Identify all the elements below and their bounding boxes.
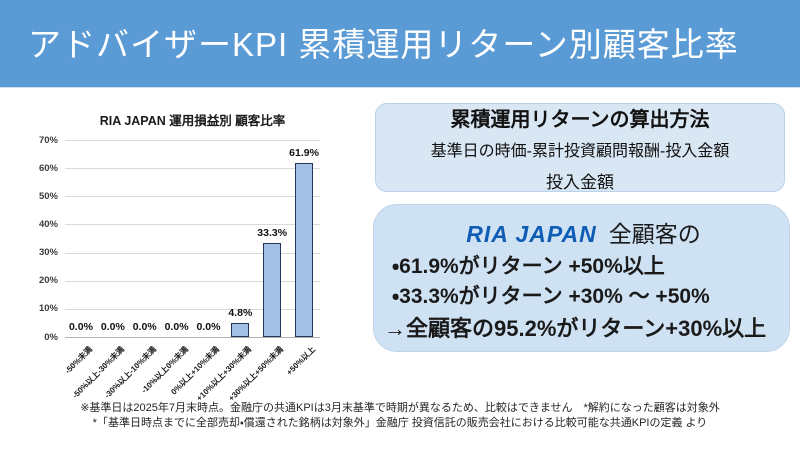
gridline-30 <box>65 252 320 254</box>
bar-value-label: 33.3% <box>257 227 288 240</box>
gridline-60 <box>65 168 320 170</box>
gridline-0 <box>65 337 320 338</box>
brand-suffix: 全顧客の <box>608 221 701 247</box>
bar-value-label: 0.0% <box>196 321 221 333</box>
footnote-line-1: ※基準日は2025年7月末時点。金融庁の共通KPIは3月末基準で時期が異なるため… <box>80 402 720 414</box>
bar-+30%以上+50%未満 <box>263 243 282 337</box>
bar-value-label: 0.0% <box>100 321 125 333</box>
y-tick-label: 10% <box>38 303 58 315</box>
formula-denominator: 投入金額 <box>546 172 614 192</box>
bar-value-label: 0.0% <box>164 321 189 333</box>
y-tick-label: 0% <box>44 331 58 343</box>
slide-header: アドバイザーKPI 累積運用リターン別顧客比率 <box>0 0 800 88</box>
formula-numerator: 基準日の時価-累計投資顧問報酬-投入金額 <box>430 142 730 160</box>
gridline-10 <box>65 308 320 310</box>
gridline-70 <box>65 140 320 141</box>
bar-+10%以上+30%未満 <box>231 323 250 337</box>
bar-+50%以上 <box>295 162 314 337</box>
gridline-50 <box>65 196 320 198</box>
y-tick-label: 60% <box>38 162 58 174</box>
bar-value-label: 0.0% <box>132 321 157 333</box>
y-tick-label: 40% <box>38 218 58 230</box>
y-tick-label: 30% <box>38 247 58 259</box>
footnote-block: ※基準日は2025年7月末時点。金融庁の共通KPIは3月末基準で時期が異なるため… <box>0 401 800 430</box>
ria-japan-logo: RIA JAPAN <box>466 221 597 247</box>
customer-ratio-bar-chart: RIA JAPAN 運用損益別 顧客比率 0% 10% 20% 30% 40% 50% 60… <box>30 98 370 403</box>
formula-title: 累積運用リターンの算出方法 <box>450 108 710 131</box>
footnote-line-2: *「基準日時点までに全部売却・償還された銘柄は対象外」金融庁 投資信託の販売会社… <box>92 416 708 429</box>
summary-bullet-2: ・33.3%がリターン +30% ～ +50% <box>392 285 710 309</box>
y-tick-label: 50% <box>38 190 58 202</box>
summary-bullet-1: ・61.9%がリターン +50%以上 <box>392 254 665 278</box>
formula-box: 累積運用リターンの算出方法 基準日の時価-累計投資顧問報酬-投入金額 投入金額 <box>375 103 785 192</box>
slide-title: アドバイザーKPI 累積運用リターン別顧客比率 <box>28 25 739 63</box>
chart-title: RIA JAPAN 運用損益別 顧客比率 <box>99 114 286 128</box>
summary-box: RIA JAPAN 全顧客の ・61.9%がリターン +50%以上 ・33.3%が… <box>373 204 790 352</box>
brand-line: RIA JAPAN 全顧客の <box>384 215 783 249</box>
bar-value-label: 0.0% <box>68 321 93 333</box>
summary-conclusion: →全顧客の95.2%がリターン+30%以上 <box>384 315 767 341</box>
gridline-20 <box>65 280 320 282</box>
gridline-40 <box>65 224 320 226</box>
y-tick-label: 70% <box>38 134 58 146</box>
y-tick-label: 20% <box>38 275 58 287</box>
bar-value-label: 61.9% <box>289 146 319 159</box>
bar-value-label: 4.8% <box>228 307 253 320</box>
